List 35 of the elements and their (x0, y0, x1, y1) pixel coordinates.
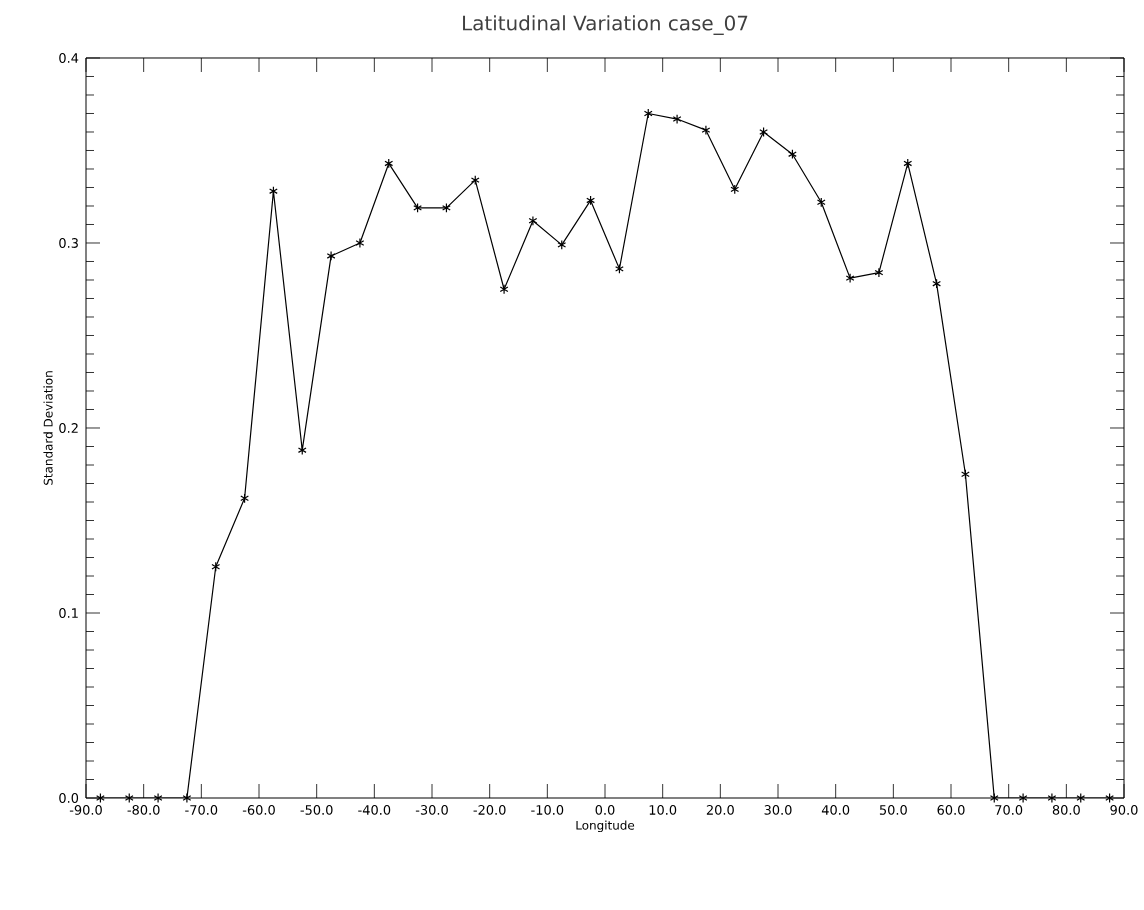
point (124, 793, 134, 803)
point (297, 445, 307, 456)
point (355, 238, 365, 248)
point (932, 278, 941, 289)
point (672, 114, 682, 125)
point (615, 263, 624, 274)
point (730, 184, 740, 195)
point (211, 561, 221, 572)
point (701, 125, 711, 136)
point (788, 149, 797, 160)
point (442, 202, 451, 213)
point (557, 239, 567, 250)
point (759, 127, 768, 137)
point (413, 202, 422, 213)
chart-title: Latitudinal Variation case_07 (463, 15, 748, 35)
point (874, 267, 884, 278)
point (961, 469, 970, 480)
point (643, 108, 653, 119)
point (845, 273, 855, 284)
point (989, 793, 999, 803)
point (1018, 793, 1028, 803)
point (384, 158, 394, 169)
point (326, 250, 336, 261)
point (1076, 793, 1086, 803)
point (470, 175, 480, 186)
point (499, 284, 509, 295)
point (586, 195, 595, 206)
point (240, 493, 249, 504)
point (182, 793, 192, 803)
point (528, 215, 538, 226)
point (269, 186, 278, 197)
point (1047, 793, 1057, 803)
point (153, 793, 163, 803)
point (903, 158, 913, 169)
point (816, 197, 826, 208)
